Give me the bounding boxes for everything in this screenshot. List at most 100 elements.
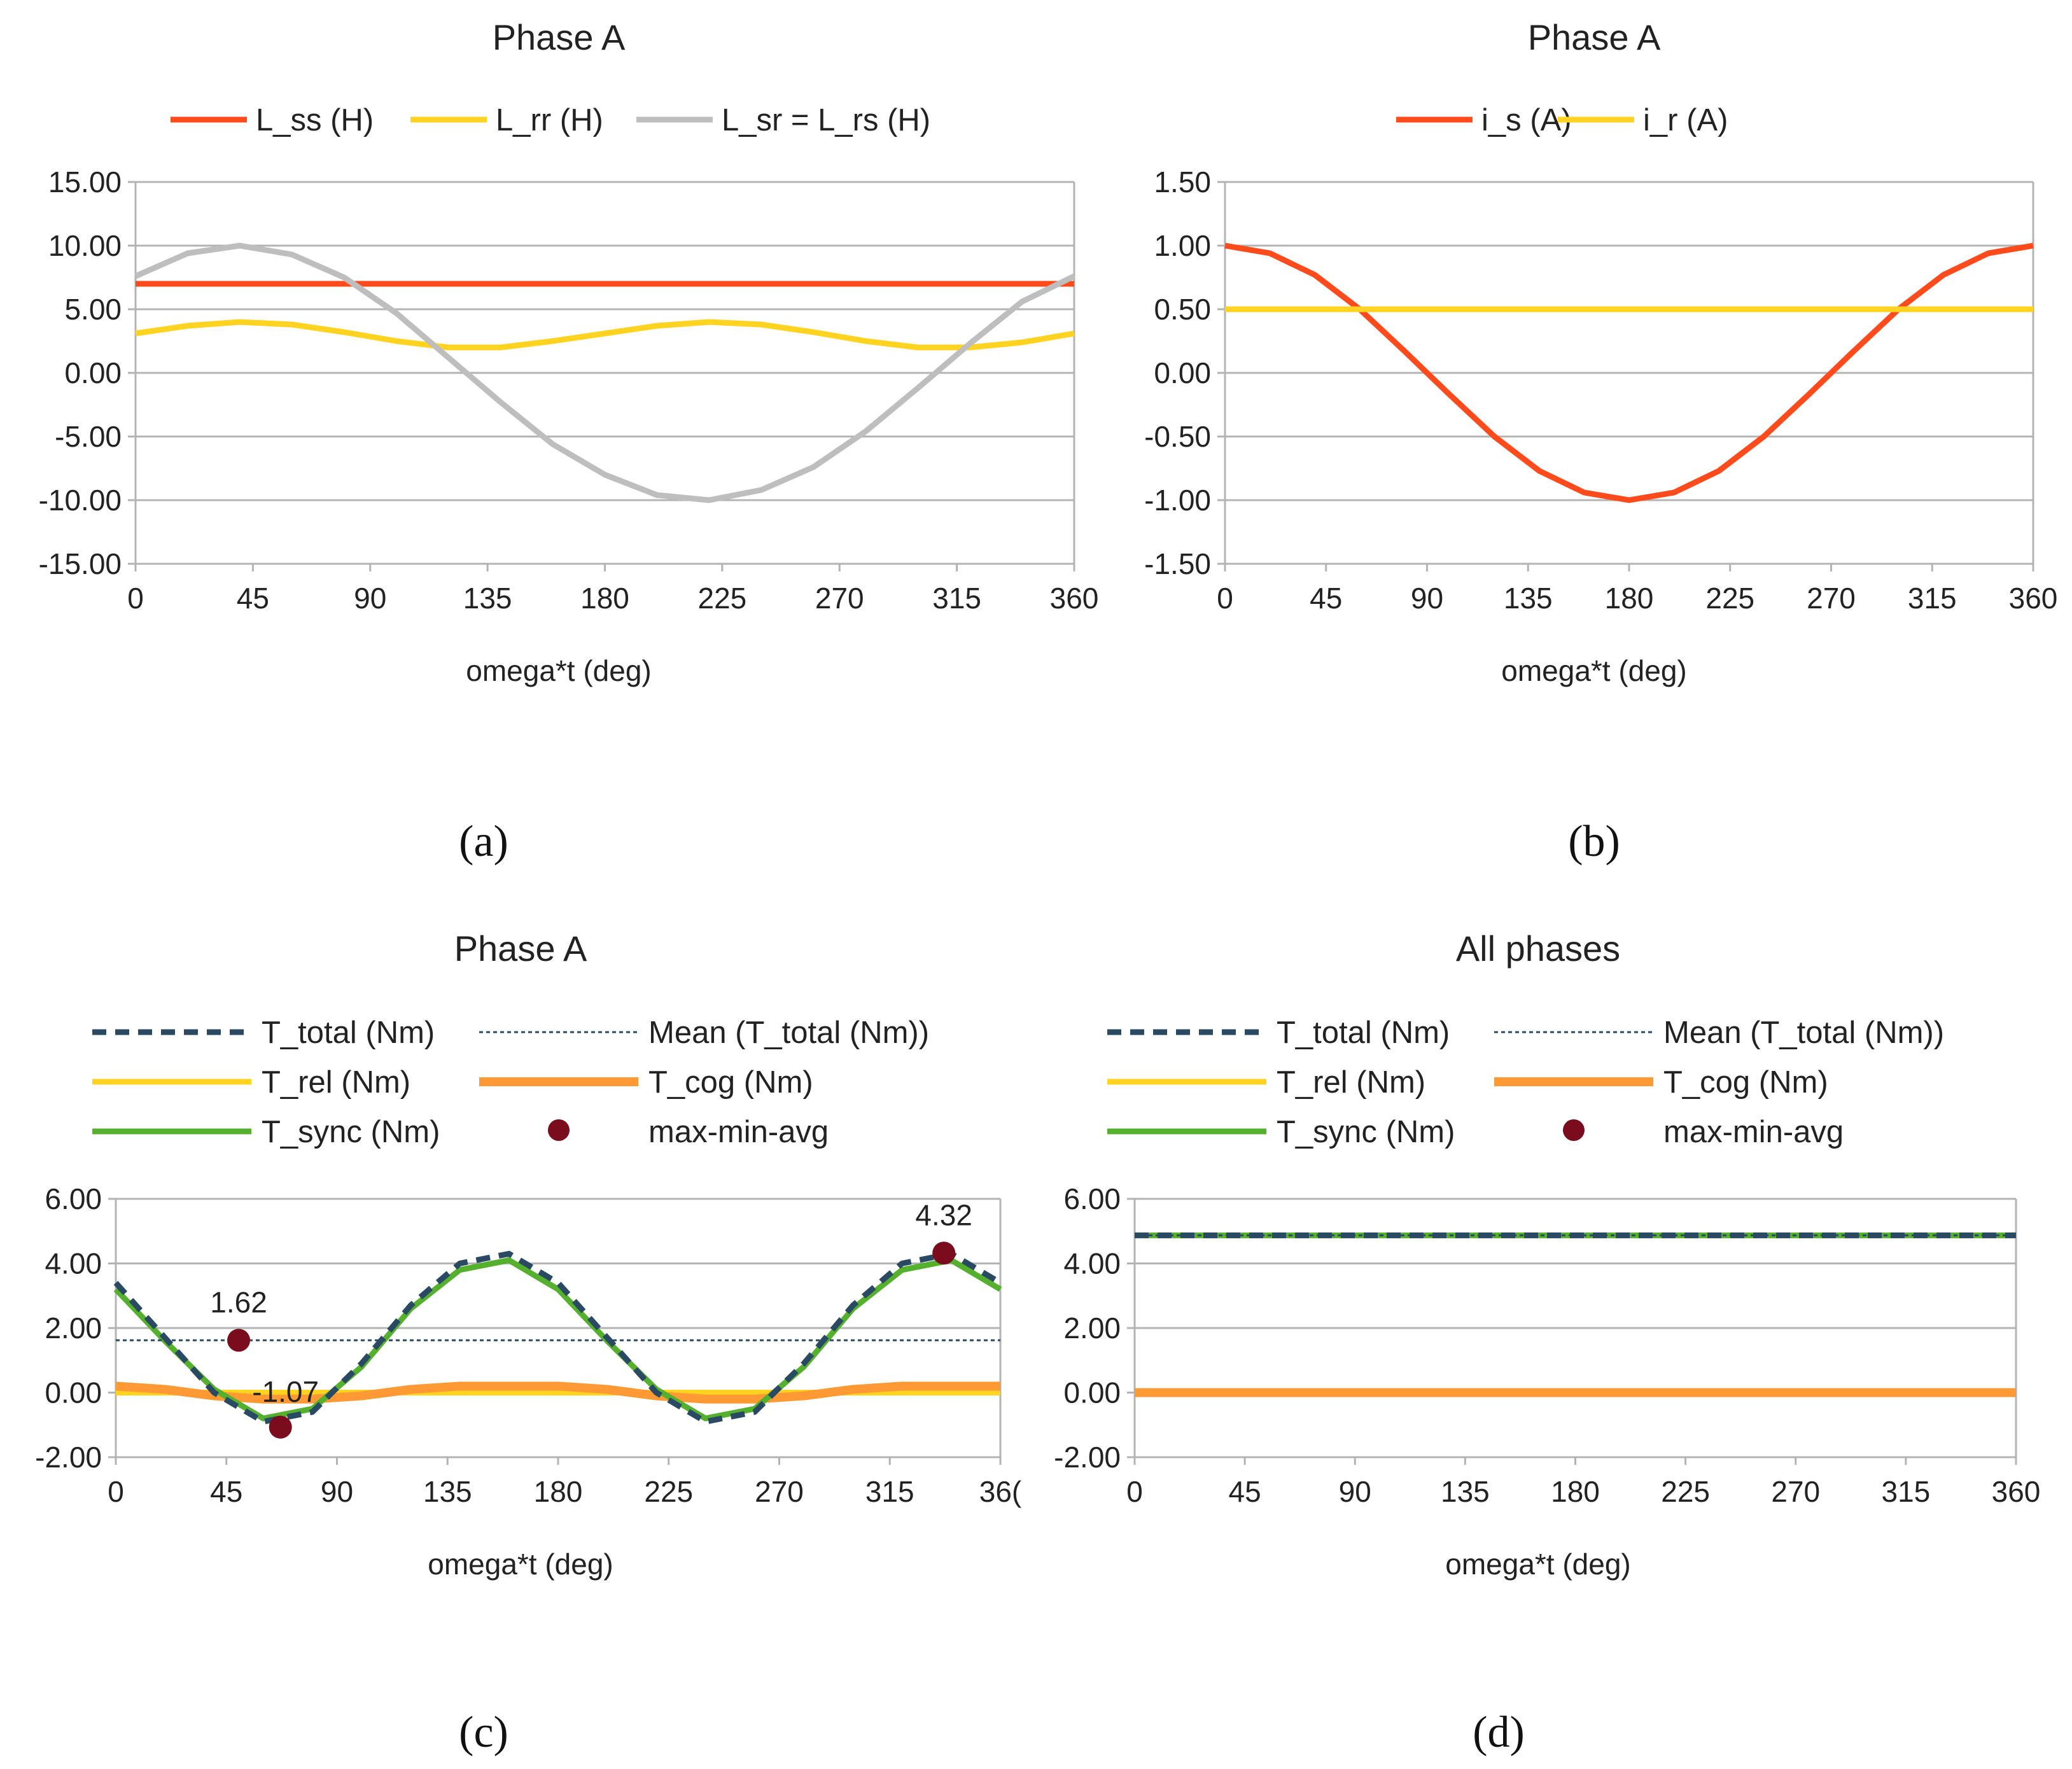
chart-legend: T_total (Nm) Mean (T_total (Nm)) T_rel (Nm… bbox=[92, 1016, 929, 1149]
legend-label: T_cog (Nm) bbox=[1663, 1065, 1828, 1100]
legend-label: max-min-avg bbox=[648, 1115, 829, 1149]
y-tick-label: -10.00 bbox=[39, 484, 122, 517]
y-tick-label: 1.00 bbox=[1154, 229, 1211, 262]
x-tick-label: 135 bbox=[1441, 1475, 1490, 1508]
series-line bbox=[115, 1381, 1000, 1404]
data-point bbox=[932, 1241, 956, 1265]
legend-label: T_sync (Nm) bbox=[1277, 1115, 1455, 1149]
y-tick-label: 15.00 bbox=[48, 165, 122, 199]
y-tick-label: 10.00 bbox=[48, 229, 122, 262]
legend-label: L_ss (H) bbox=[256, 103, 374, 137]
series-line bbox=[134, 242, 1075, 503]
series-line bbox=[113, 1250, 1002, 1425]
data-label: -1.07 bbox=[252, 1375, 319, 1408]
y-tick-label: 1.50 bbox=[1154, 165, 1211, 199]
y-tick-label: 4.00 bbox=[1063, 1247, 1121, 1280]
legend-label: max-min-avg bbox=[1663, 1115, 1844, 1149]
x-tick-label: 225 bbox=[698, 582, 747, 615]
x-tick-label: 45 bbox=[237, 582, 269, 615]
chart-panel-d: All phases T_total (Nm) Mean (T_total (Nm… bbox=[1054, 928, 2040, 1757]
x-tick-label: 360 bbox=[1992, 1475, 2041, 1508]
x-tick-label: 225 bbox=[644, 1475, 693, 1508]
chart-legend: i_s (A) i_r (A) bbox=[1396, 103, 1728, 137]
y-tick-label: 0.50 bbox=[1154, 293, 1211, 326]
x-axis-label: omega*t (deg) bbox=[1445, 1548, 1631, 1581]
x-tick-label: 180 bbox=[580, 582, 629, 615]
x-tick-label: 180 bbox=[534, 1475, 583, 1508]
x-tick-label: 90 bbox=[354, 582, 386, 615]
legend-label: T_cog (Nm) bbox=[648, 1065, 813, 1100]
chart-title: Phase A bbox=[1528, 17, 1661, 57]
x-axis-label: omega*t (deg) bbox=[1501, 654, 1687, 687]
legend-label: T_rel (Nm) bbox=[262, 1065, 410, 1100]
legend-label: Mean (T_total (Nm)) bbox=[1663, 1016, 1944, 1050]
x-tick-label: 180 bbox=[1551, 1475, 1600, 1508]
chart-legend: T_total (Nm) Mean (T_total (Nm)) T_rel (Nm… bbox=[1107, 1016, 1944, 1149]
legend-label: T_total (Nm) bbox=[1277, 1016, 1450, 1050]
y-tick-label: 2.00 bbox=[1063, 1311, 1121, 1345]
x-tick-label: 90 bbox=[1411, 582, 1443, 615]
panel-caption: (d) bbox=[1473, 1708, 1525, 1757]
x-tick-label: 0 bbox=[108, 1475, 124, 1508]
y-tick-label: 0.00 bbox=[1154, 356, 1211, 389]
plot-area: 15.00 10.00 5.00 0.00 -5.00 -10.00 -15.000 45 90… bbox=[39, 165, 1099, 615]
y-tick-label: -1.00 bbox=[1144, 484, 1211, 517]
y-tick-label: -5.00 bbox=[55, 420, 122, 453]
y-tick-label: 0.00 bbox=[45, 1376, 102, 1409]
x-tick-label: 225 bbox=[1705, 582, 1754, 615]
legend-label: T_rel (Nm) bbox=[1277, 1065, 1425, 1100]
legend-label: Mean (T_total (Nm)) bbox=[648, 1016, 929, 1050]
legend-label: i_r (A) bbox=[1643, 103, 1728, 137]
x-tick-label: 315 bbox=[1882, 1475, 1931, 1508]
legend-marker bbox=[1563, 1119, 1585, 1141]
chart-title: Phase A bbox=[454, 928, 587, 968]
chart-title: All phases bbox=[1456, 928, 1620, 968]
data-point bbox=[269, 1415, 292, 1439]
y-tick-label: 6.00 bbox=[45, 1182, 102, 1215]
plot-area: 6.00 4.00 2.00 0.00 -2.000 45 90 135 180 225 270 31… bbox=[1054, 1182, 2040, 1508]
y-tick-label: 0.00 bbox=[1063, 1376, 1121, 1409]
legend-marker bbox=[548, 1119, 570, 1141]
x-tick-label: 135 bbox=[1504, 582, 1553, 615]
x-tick-label: 315 bbox=[932, 582, 981, 615]
x-tick-label: 360 bbox=[2009, 582, 2058, 615]
data-label: 1.62 bbox=[210, 1285, 267, 1318]
x-tick-label: 270 bbox=[1807, 582, 1856, 615]
y-tick-label: 4.00 bbox=[45, 1247, 102, 1280]
chart-legend: L_ss (H) L_rr (H) L_sr = L_rs (H) bbox=[171, 103, 930, 137]
y-tick-label: 0.00 bbox=[64, 356, 122, 389]
x-tick-label: 45 bbox=[1229, 1475, 1261, 1508]
y-tick-label: -0.50 bbox=[1144, 420, 1211, 453]
x-tick-label: 90 bbox=[321, 1475, 353, 1508]
data-point bbox=[227, 1329, 251, 1352]
y-tick-label: -1.50 bbox=[1144, 547, 1211, 580]
x-tick-label: 36( bbox=[979, 1475, 1022, 1508]
legend-label: T_sync (Nm) bbox=[262, 1115, 440, 1149]
x-tick-label: 270 bbox=[815, 582, 864, 615]
y-tick-label: -2.00 bbox=[1054, 1441, 1121, 1474]
x-axis-label: omega*t (deg) bbox=[466, 654, 652, 687]
chart-panel-c: Phase A T_total (Nm) Mean (T_total (Nm))T… bbox=[35, 928, 1022, 1757]
panel-caption: (b) bbox=[1568, 817, 1620, 866]
x-tick-label: 270 bbox=[1771, 1475, 1820, 1508]
panel-caption: (c) bbox=[459, 1708, 508, 1757]
plot-area: 1.50 1.00 0.50 0.00 -0.50 -1.00 -1.500 45 90 135 1… bbox=[1144, 165, 2057, 615]
series-line bbox=[135, 319, 1075, 351]
x-tick-label: 180 bbox=[1605, 582, 1654, 615]
x-tick-label: 135 bbox=[463, 582, 512, 615]
chart-title: Phase A bbox=[493, 17, 626, 57]
y-tick-label: -2.00 bbox=[35, 1441, 102, 1474]
legend-label: T_total (Nm) bbox=[262, 1016, 435, 1050]
plot-area: 6.00 4.00 2.00 0.00 -2.000 45 90 135 180 225 270 31… bbox=[35, 1182, 1022, 1508]
x-axis-label: omega*t (deg) bbox=[428, 1548, 613, 1581]
y-tick-label: -15.00 bbox=[39, 547, 122, 580]
y-tick-label: 5.00 bbox=[64, 293, 122, 326]
x-tick-label: 0 bbox=[1217, 582, 1233, 615]
x-tick-label: 0 bbox=[127, 582, 144, 615]
legend-label: L_sr = L_rs (H) bbox=[722, 103, 930, 137]
x-tick-label: 315 bbox=[1908, 582, 1957, 615]
x-tick-label: 270 bbox=[755, 1475, 804, 1508]
x-tick-label: 360 bbox=[1050, 582, 1099, 615]
legend-label: i_s (A) bbox=[1481, 103, 1572, 137]
